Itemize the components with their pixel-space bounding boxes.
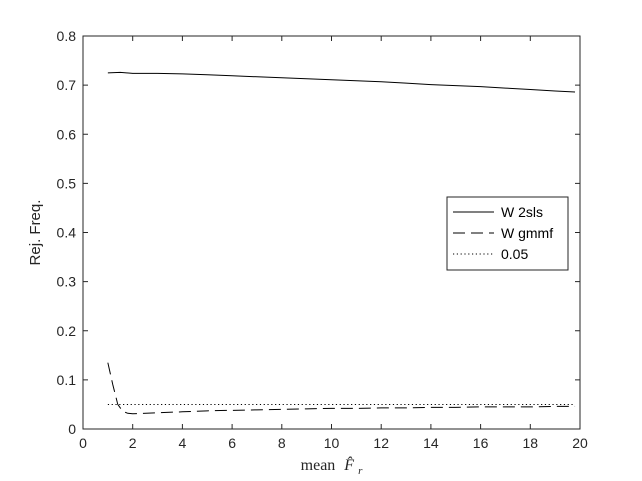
- x-tick-label: 20: [572, 435, 588, 451]
- x-axis-label-subscript: r: [358, 465, 363, 477]
- series-line-2: [107, 362, 576, 415]
- legend-box: [446, 196, 569, 271]
- x-tick-label: 16: [473, 435, 489, 451]
- legend-label-2: W gmmf: [501, 225, 553, 241]
- y-tick-label: 0: [68, 421, 76, 437]
- legend: W 2sls W gmmf 0.05: [446, 196, 569, 271]
- y-tick-label: 0.1: [57, 372, 77, 388]
- x-tick-label: 14: [423, 435, 439, 451]
- x-tick-label: 8: [278, 435, 286, 451]
- x-axis-label-symbol: F̂: [343, 455, 354, 474]
- y-tick-label: 0.5: [57, 175, 77, 191]
- x-tick-label: 12: [373, 435, 389, 451]
- x-axis-label-word: mean: [301, 457, 336, 474]
- x-tick-label: 2: [129, 435, 137, 451]
- y-tick-label: 0.8: [57, 28, 77, 44]
- x-tick-label: 6: [228, 435, 236, 451]
- y-tick-label: 0.6: [57, 126, 77, 142]
- y-tick-label: 0.3: [57, 274, 77, 290]
- ticks-layer: 0 2 4 6 8 10 12 14 16 18 20 0 0.1 0.2 0.3 0.4 0.5 0.6 0.7 0…: [57, 28, 588, 451]
- legend-label-1: W 2sls: [501, 204, 543, 220]
- y-axis-label: Rej. Freq.: [27, 200, 44, 266]
- x-tick-label: 0: [79, 435, 87, 451]
- x-tick-label: 10: [324, 435, 340, 451]
- series-layer: [107, 71, 576, 415]
- y-tick-label: 0.7: [57, 77, 77, 93]
- y-tick-label: 0.4: [57, 225, 77, 241]
- x-tick-label: 4: [179, 435, 187, 451]
- series-line-1: [107, 71, 576, 93]
- legend-label-3: 0.05: [501, 246, 528, 262]
- x-tick-label: 18: [523, 435, 539, 451]
- y-tick-label: 0.2: [57, 323, 77, 339]
- x-axis-label: mean F̂ r: [301, 455, 363, 477]
